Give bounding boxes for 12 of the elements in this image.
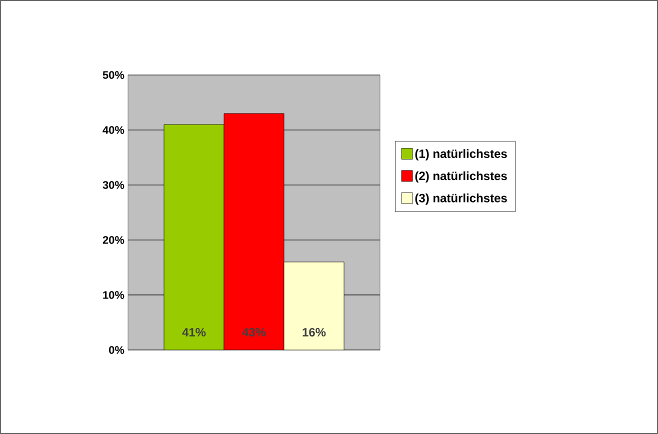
- legend-label: (3) natürlichstes: [415, 194, 507, 205]
- y-tick-label: 0%: [109, 346, 124, 354]
- y-tick-label: 40%: [102, 126, 124, 134]
- y-tick-label: 10%: [103, 291, 124, 299]
- y-tick-label: 30%: [102, 181, 124, 189]
- data-label: 43%: [242, 328, 266, 336]
- legend-label: (2) natürlichstes: [415, 171, 507, 183]
- data-label: 16%: [302, 328, 326, 336]
- legend-label: (1) natürlichstes: [415, 149, 507, 160]
- y-tick-label: 50%: [102, 71, 124, 79]
- y-tick-label: 20%: [102, 236, 124, 244]
- data-label: 41%: [182, 328, 206, 336]
